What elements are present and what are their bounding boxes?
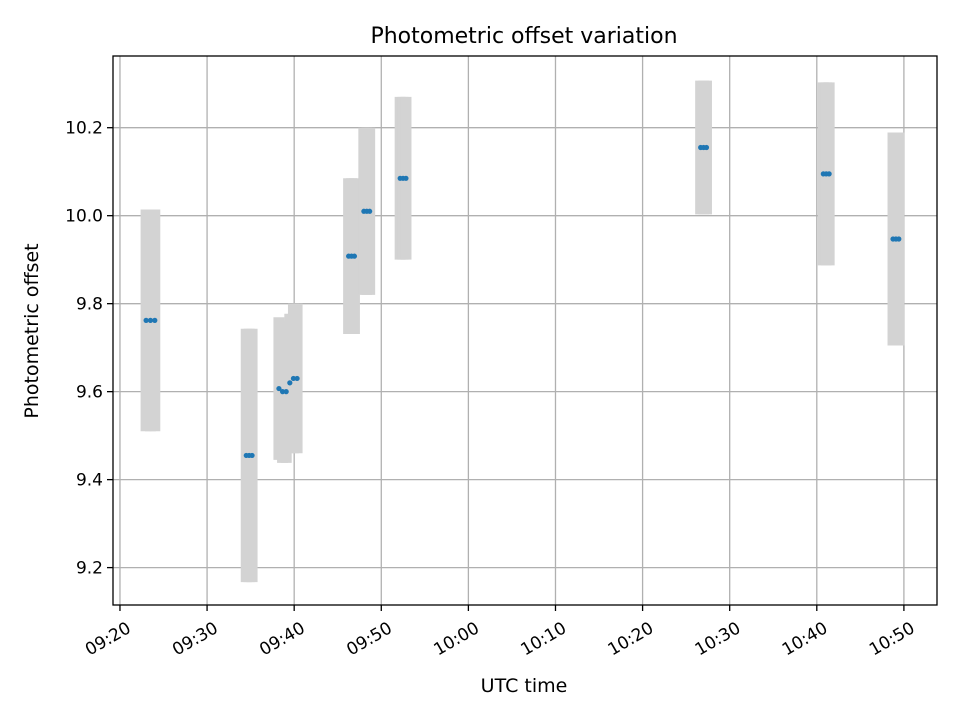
data-point — [703, 144, 710, 151]
data-point — [367, 208, 373, 214]
y-tick-label: 10.2 — [65, 119, 103, 139]
y-tick-label: 9.4 — [76, 471, 103, 491]
data-point — [147, 317, 154, 323]
plot-area-frame — [112, 55, 938, 606]
data-point — [294, 375, 300, 382]
data-point — [896, 236, 902, 242]
data-point — [276, 385, 282, 392]
data-point — [826, 171, 832, 177]
data-point — [290, 375, 297, 382]
y-axis-ticks: 9.2 9.4 9.6 9.8 10.0 10.2 — [65, 119, 113, 579]
y-tick-label: 9.8 — [76, 295, 103, 315]
data-point — [287, 380, 293, 386]
data-point — [403, 175, 409, 181]
data-point — [249, 452, 255, 459]
y-tick-label: 9.6 — [76, 383, 103, 403]
data-point — [351, 253, 358, 259]
y-tick-label: 10.0 — [65, 207, 103, 227]
data-point — [283, 389, 289, 395]
data-point — [279, 389, 286, 395]
data-points — [143, 144, 902, 459]
data-point — [143, 317, 149, 323]
chart-title: Photometric offset variation — [370, 24, 677, 49]
y-axis-label: Photometric offset — [21, 243, 43, 418]
y-tick-label: 9.2 — [76, 559, 103, 579]
data-point — [152, 317, 158, 323]
x-axis-label: UTC time — [481, 675, 568, 697]
